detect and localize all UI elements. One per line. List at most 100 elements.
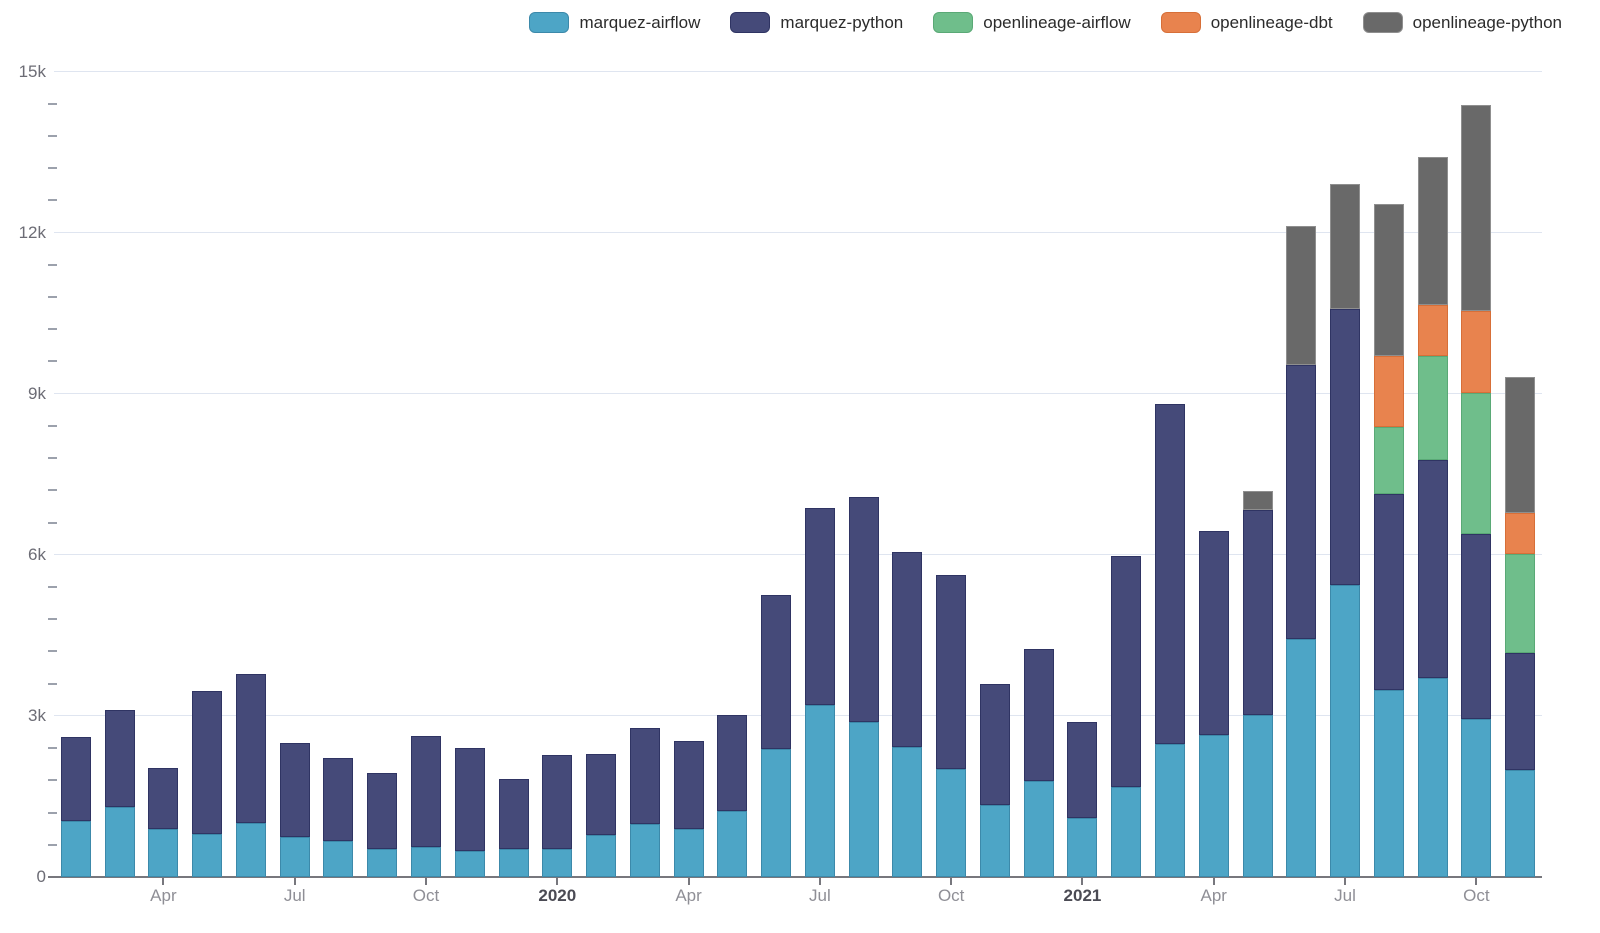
- openlineage-dbt-bar-segment[interactable]: [1417, 305, 1448, 356]
- marquez-airflow-bar-segment[interactable]: [1461, 718, 1492, 877]
- marquez-python-bar-segment[interactable]: [192, 690, 223, 834]
- legend-item-marquez-python[interactable]: marquez-python: [730, 12, 903, 33]
- marquez-airflow-bar-segment[interactable]: [279, 836, 310, 877]
- marquez-airflow-bar-segment[interactable]: [454, 851, 485, 877]
- marquez-airflow-bar-segment[interactable]: [848, 721, 879, 877]
- marquez-python-bar-segment[interactable]: [104, 710, 135, 808]
- marquez-airflow-bar-segment[interactable]: [804, 704, 835, 877]
- marquez-python-bar-segment[interactable]: [1023, 648, 1054, 782]
- marquez-python-bar-segment[interactable]: [761, 595, 792, 749]
- marquez-airflow-bar-segment[interactable]: [542, 848, 573, 877]
- marquez-python-bar-segment[interactable]: [717, 715, 748, 811]
- marquez-airflow-bar-segment[interactable]: [936, 768, 967, 877]
- marquez-python-bar-segment[interactable]: [892, 551, 923, 748]
- marquez-airflow-bar-segment[interactable]: [1505, 769, 1536, 877]
- marquez-python-bar-segment[interactable]: [586, 753, 617, 835]
- marquez-python-bar-segment[interactable]: [1286, 364, 1317, 639]
- marquez-airflow-bar-segment[interactable]: [1023, 781, 1054, 877]
- openlineage-dbt-bar-segment[interactable]: [1505, 513, 1536, 554]
- marquez-airflow-bar-segment[interactable]: [1417, 677, 1448, 877]
- marquez-airflow-bar-segment[interactable]: [367, 849, 398, 877]
- marquez-python-bar-segment[interactable]: [848, 496, 879, 722]
- openlineage-python-bar-segment[interactable]: [1417, 156, 1448, 306]
- marquez-python-bar-segment[interactable]: [804, 508, 835, 705]
- marquez-airflow-bar-segment[interactable]: [629, 824, 660, 877]
- gridline-12k: [54, 232, 1542, 234]
- marquez-python-bar-segment[interactable]: [148, 768, 179, 830]
- legend-swatch-icon: [529, 12, 570, 33]
- marquez-airflow-bar-segment[interactable]: [1242, 715, 1273, 877]
- openlineage-dbt-bar-segment[interactable]: [1461, 311, 1492, 394]
- openlineage-python-bar-segment[interactable]: [1286, 225, 1317, 365]
- marquez-python-bar-segment[interactable]: [411, 735, 441, 848]
- legend-item-marquez-airflow[interactable]: marquez-airflow: [529, 12, 700, 33]
- marquez-airflow-bar-segment[interactable]: [235, 823, 266, 877]
- marquez-python-bar-segment[interactable]: [1461, 533, 1492, 719]
- marquez-airflow-bar-segment[interactable]: [104, 807, 135, 877]
- marquez-python-bar-segment[interactable]: [1111, 555, 1142, 788]
- marquez-airflow-bar-segment[interactable]: [673, 828, 704, 877]
- openlineage-airflow-bar-segment[interactable]: [1373, 427, 1404, 494]
- marquez-airflow-bar-segment[interactable]: [411, 847, 441, 877]
- legend-item-openlineage-dbt[interactable]: openlineage-dbt: [1160, 12, 1333, 33]
- openlineage-dbt-bar-segment[interactable]: [1373, 356, 1404, 428]
- marquez-airflow-bar-segment[interactable]: [892, 747, 923, 877]
- marquez-airflow-bar-segment[interactable]: [60, 820, 91, 877]
- marquez-airflow-bar-segment[interactable]: [1373, 690, 1404, 877]
- marquez-python-bar-segment[interactable]: [1330, 308, 1361, 586]
- marquez-airflow-bar-segment[interactable]: [761, 748, 792, 877]
- gridline-6k: [54, 554, 1542, 556]
- marquez-python-bar-segment[interactable]: [1242, 510, 1273, 716]
- marquez-airflow-bar-segment[interactable]: [148, 829, 179, 877]
- stacked-bar: [279, 742, 310, 877]
- stacked-bar: [367, 772, 398, 877]
- marquez-python-bar-segment[interactable]: [1155, 404, 1185, 745]
- openlineage-python-bar-segment[interactable]: [1505, 376, 1536, 514]
- marquez-airflow-bar-segment[interactable]: [717, 810, 748, 877]
- openlineage-airflow-bar-segment[interactable]: [1461, 393, 1492, 534]
- marquez-python-bar-segment[interactable]: [1505, 653, 1536, 770]
- openlineage-python-bar-segment[interactable]: [1330, 183, 1361, 309]
- stacked-bar: [936, 574, 967, 877]
- y-minor-tick: [48, 167, 57, 170]
- legend-item-openlineage-python[interactable]: openlineage-python: [1362, 12, 1562, 33]
- marquez-python-bar-segment[interactable]: [323, 758, 354, 842]
- marquez-airflow-bar-segment[interactable]: [586, 834, 617, 877]
- marquez-python-bar-segment[interactable]: [235, 673, 266, 824]
- marquez-python-bar-segment[interactable]: [279, 742, 310, 837]
- openlineage-airflow-bar-segment[interactable]: [1417, 355, 1448, 461]
- marquez-python-bar-segment[interactable]: [1198, 531, 1229, 735]
- legend-swatch-icon: [730, 12, 771, 33]
- openlineage-airflow-bar-segment[interactable]: [1505, 553, 1536, 654]
- marquez-python-bar-segment[interactable]: [454, 748, 485, 852]
- marquez-python-bar-segment[interactable]: [629, 727, 660, 825]
- marquez-python-bar-segment[interactable]: [673, 741, 704, 829]
- marquez-airflow-bar-segment[interactable]: [323, 841, 354, 877]
- marquez-python-bar-segment[interactable]: [979, 684, 1010, 805]
- marquez-airflow-bar-segment[interactable]: [1330, 585, 1361, 877]
- openlineage-python-bar-segment[interactable]: [1242, 491, 1273, 511]
- openlineage-python-bar-segment[interactable]: [1373, 203, 1404, 357]
- marquez-airflow-bar-segment[interactable]: [979, 804, 1010, 877]
- marquez-python-bar-segment[interactable]: [367, 772, 398, 850]
- marquez-python-bar-segment[interactable]: [498, 778, 529, 849]
- marquez-python-bar-segment[interactable]: [542, 754, 573, 849]
- x-axis-label: 2020: [538, 886, 577, 905]
- stacked-bar: [148, 768, 179, 877]
- marquez-python-bar-segment[interactable]: [60, 737, 91, 821]
- marquez-python-bar-segment[interactable]: [1417, 460, 1448, 678]
- marquez-python-bar-segment[interactable]: [1373, 493, 1404, 691]
- marquez-airflow-bar-segment[interactable]: [1155, 744, 1185, 877]
- marquez-airflow-bar-segment[interactable]: [1111, 787, 1142, 877]
- marquez-airflow-bar-segment[interactable]: [1067, 817, 1098, 877]
- marquez-airflow-bar-segment[interactable]: [192, 833, 223, 877]
- marquez-airflow-bar-segment[interactable]: [1198, 734, 1229, 877]
- openlineage-python-bar-segment[interactable]: [1461, 105, 1492, 312]
- legend-item-openlineage-airflow[interactable]: openlineage-airflow: [933, 12, 1131, 33]
- marquez-python-bar-segment[interactable]: [936, 574, 967, 769]
- stacked-bar: [454, 748, 485, 877]
- marquez-python-bar-segment[interactable]: [1067, 721, 1098, 818]
- marquez-airflow-bar-segment[interactable]: [498, 848, 529, 877]
- marquez-airflow-bar-segment[interactable]: [1286, 638, 1317, 877]
